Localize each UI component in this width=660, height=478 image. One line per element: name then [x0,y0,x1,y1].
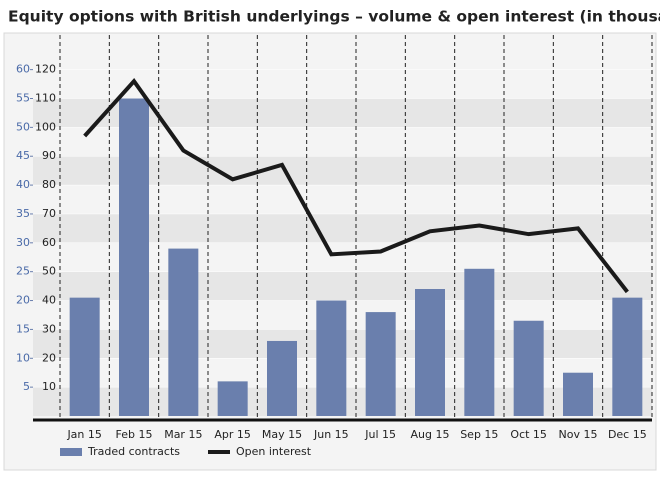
bar [563,372,593,416]
x-tick-label: Jul 15 [364,428,396,441]
x-tick-label: Sep 15 [460,428,498,441]
x-tick-label: Nov 15 [559,428,598,441]
x-tick-label: May 15 [262,428,302,441]
y2-tick-label: 110 [35,92,56,105]
chart-title: Equity options with British underlyings … [8,8,660,26]
bar [69,297,100,416]
y2-tick-label: 20 [42,351,56,364]
y-tick-label: 60 [16,63,30,76]
bar [365,312,396,416]
bar [316,300,347,416]
y2-tick-label: 50 [42,265,56,278]
bar [267,340,297,416]
y-tick-label: 25 [16,265,30,278]
bar [513,320,544,416]
y2-tick-label: 10 [42,380,56,393]
y-tick-label: 30 [16,236,30,249]
y2-tick-label: 60 [42,236,56,249]
line [83,77,629,294]
y-tick-label: 45 [16,149,30,162]
y2-tick-label: 100 [35,120,56,133]
bar [119,98,149,416]
x-tick-label: Feb 15 [116,428,153,441]
y-tick-label: 20 [16,294,30,307]
x-tick-label: Oct 15 [510,428,547,441]
x-tick-label: Jan 15 [66,428,101,441]
x-tick-label: Aug 15 [411,428,450,441]
y2-tick-label: 30 [42,322,56,335]
y2-tick-label: 80 [42,178,56,191]
x-tick-label: Apr 15 [214,428,251,441]
legend-swatch [60,448,82,456]
y2-tick-label: 120 [35,63,56,76]
y-tick-label: 10 [16,351,30,364]
y-tick-label: 35 [16,207,30,220]
x-tick-label: Jun 15 [313,428,349,441]
bar [612,297,643,416]
y-tick-label: 50 [16,120,30,133]
legend-label: Traded contracts [87,445,180,458]
bar [168,248,199,416]
bar [415,289,445,416]
x-tick-label: Mar 15 [164,428,202,441]
y2-tick-label: 70 [42,207,56,220]
y-tick-label: 55 [16,92,30,105]
y2-tick-label: 40 [42,294,56,307]
x-tick-label: Dec 15 [608,428,647,441]
bar [217,381,248,416]
y-tick-label: 15 [16,322,30,335]
bar [464,268,495,416]
y-tick-label: 5 [23,380,30,393]
y2-tick-label: 90 [42,149,56,162]
legend-label: Open interest [236,445,312,458]
y-tick-label: 40 [16,178,30,191]
